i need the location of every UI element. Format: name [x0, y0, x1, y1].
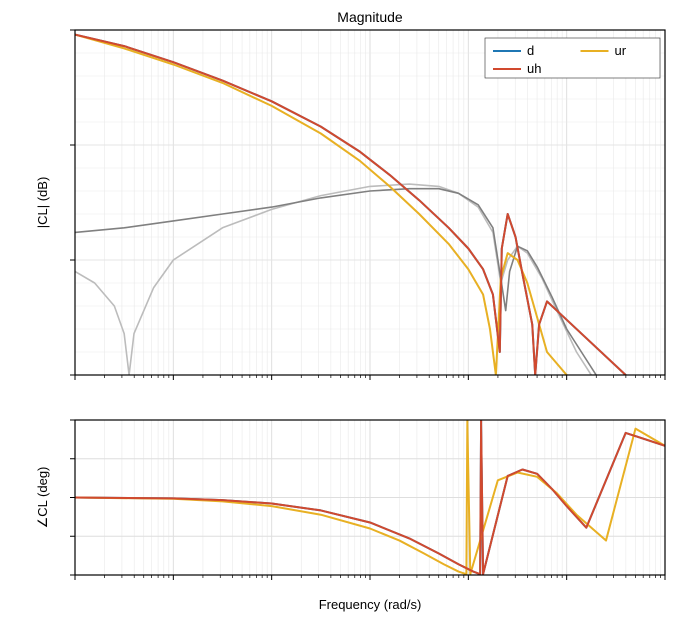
legend-box	[485, 38, 660, 78]
legend-label-uh: uh	[527, 61, 541, 76]
mag-title: Magnitude	[337, 9, 403, 25]
legend-label-ur: ur	[615, 43, 627, 58]
phase-ylabel: ∠CL (deg)	[35, 467, 50, 529]
legend-label-d: d	[527, 43, 534, 58]
mag-ylabel: |CL| (dB)	[35, 177, 50, 229]
phase-xlabel: Frequency (rad/s)	[319, 597, 422, 612]
